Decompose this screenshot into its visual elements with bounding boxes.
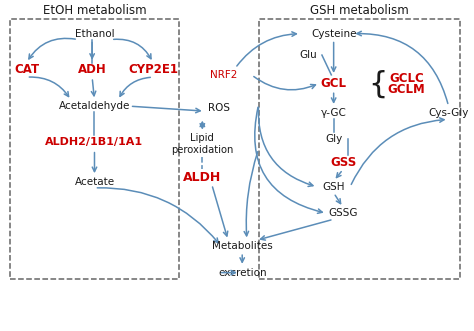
Text: CYP2E1: CYP2E1 bbox=[128, 64, 178, 76]
Text: Lipid
peroxidation: Lipid peroxidation bbox=[171, 133, 234, 155]
Text: EtOH metabolism: EtOH metabolism bbox=[43, 4, 146, 17]
Text: CAT: CAT bbox=[14, 64, 39, 76]
Text: GSH metabolism: GSH metabolism bbox=[310, 4, 409, 17]
Text: GCLC: GCLC bbox=[389, 71, 424, 85]
Text: Cysteine: Cysteine bbox=[311, 29, 356, 39]
Text: GCL: GCL bbox=[320, 76, 346, 90]
Text: ALDH2/1B1/1A1: ALDH2/1B1/1A1 bbox=[46, 137, 144, 147]
Text: GSH: GSH bbox=[322, 182, 345, 192]
Text: Metabolites: Metabolites bbox=[212, 241, 273, 251]
Text: GCLM: GCLM bbox=[387, 83, 425, 96]
Text: ROS: ROS bbox=[208, 103, 230, 113]
Text: Cys-Gly: Cys-Gly bbox=[428, 108, 469, 118]
Text: NRF2: NRF2 bbox=[210, 70, 237, 80]
Text: γ-GC: γ-GC bbox=[321, 108, 346, 118]
Text: Acetaldehyde: Acetaldehyde bbox=[59, 101, 130, 111]
Text: ALDH: ALDH bbox=[183, 170, 221, 183]
Text: excretion: excretion bbox=[218, 268, 266, 278]
Text: ADH: ADH bbox=[78, 64, 107, 76]
Text: Gly: Gly bbox=[325, 134, 342, 144]
Text: Acetate: Acetate bbox=[74, 177, 115, 187]
Text: GSSG: GSSG bbox=[328, 208, 358, 218]
Text: Glu: Glu bbox=[299, 50, 317, 60]
Text: GSS: GSS bbox=[330, 156, 356, 169]
Text: Ethanol: Ethanol bbox=[75, 29, 114, 39]
Text: {: { bbox=[368, 69, 388, 98]
